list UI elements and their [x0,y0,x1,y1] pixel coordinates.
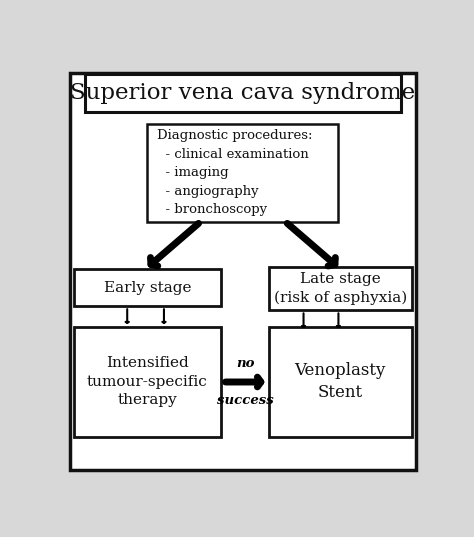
FancyBboxPatch shape [269,267,412,310]
FancyBboxPatch shape [147,125,338,222]
FancyBboxPatch shape [269,327,412,437]
Text: Venoplasty
Stent: Venoplasty Stent [294,362,386,401]
Text: Late stage
(risk of asphyxia): Late stage (risk of asphyxia) [273,272,407,305]
FancyBboxPatch shape [85,74,401,112]
Text: Intensified
tumour-specific
therapy: Intensified tumour-specific therapy [87,357,208,407]
FancyBboxPatch shape [74,269,221,306]
Text: success: success [217,394,273,407]
Text: Diagnostic procedures:
  - clinical examination
  - imaging
  - angiography
  - : Diagnostic procedures: - clinical examin… [156,129,312,216]
FancyBboxPatch shape [70,72,416,470]
Text: Superior vena cava syndrome: Superior vena cava syndrome [70,82,416,104]
Text: no: no [236,358,255,371]
FancyBboxPatch shape [74,327,221,437]
Text: Early stage: Early stage [104,281,191,295]
